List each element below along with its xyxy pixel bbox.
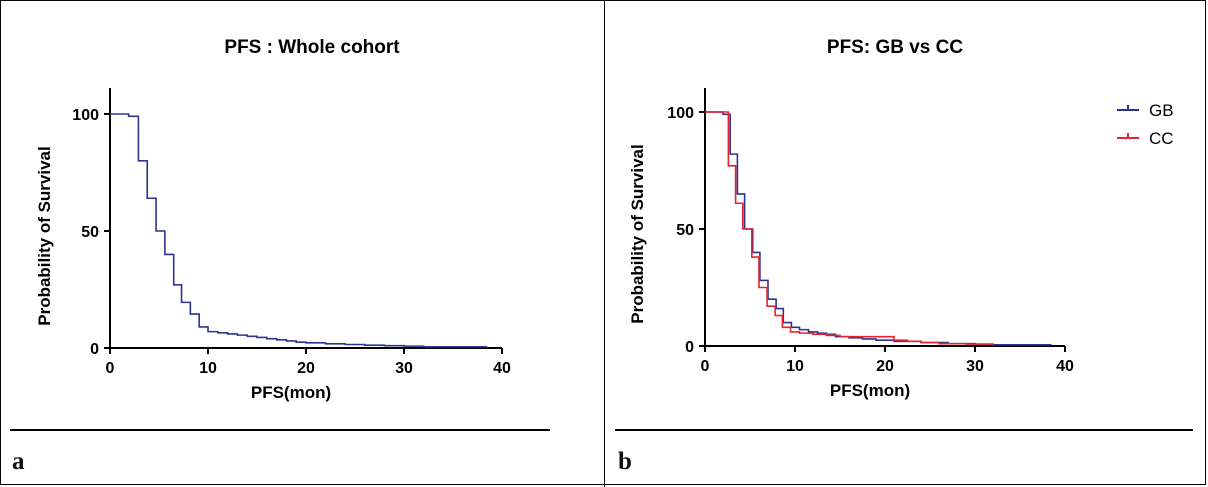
chart-a-series-0-curve <box>110 113 488 348</box>
chart-b-title: PFS: GB vs CC <box>827 37 963 58</box>
chart-b-legend-label-1: CC <box>1149 129 1174 148</box>
chart-b-y-axis-title: Probability of Survival <box>628 144 647 324</box>
chart-gb-vs-cc: PFS: GB vs CC 0 10 20 30 40 0 50 100 PFS(mon) Prob… <box>628 37 1174 400</box>
chart-b-x-tick-label: 10 <box>786 358 804 375</box>
chart-a-y-tick-label: 100 <box>72 107 99 124</box>
chart-a-y-axis-title: Probability of Survival <box>35 146 54 326</box>
chart-b-y-tick-label: 50 <box>676 222 694 239</box>
chart-a-y-tick-label: 50 <box>81 224 99 241</box>
chart-a-x-tick-label: 30 <box>395 360 413 377</box>
chart-a-title: PFS : Whole cohort <box>224 37 400 58</box>
chart-b-x-tick-label: 40 <box>1056 358 1074 375</box>
panel-b-letter: b <box>618 448 632 475</box>
chart-a-x-tick-label: 10 <box>199 360 217 377</box>
chart-b-y-tick-label: 100 <box>667 105 694 122</box>
chart-whole-cohort: PFS : Whole cohort 0 10 20 30 40 0 50 100 PFS(mon… <box>35 37 511 402</box>
chart-a-x-axis-title: PFS(mon) <box>251 383 331 402</box>
panel-a-rule <box>10 429 550 431</box>
chart-b-x-tick-label: 0 <box>701 358 710 375</box>
chart-a-y-tick-label: 0 <box>90 341 99 358</box>
chart-b-x-axis-title: PFS(mon) <box>830 381 910 400</box>
chart-b-y-tick-label: 0 <box>685 339 694 356</box>
chart-b-series-cc-curve <box>705 111 994 345</box>
chart-a-x-tick-label: 0 <box>106 360 115 377</box>
chart-a-x-tick-label: 40 <box>493 360 511 377</box>
chart-b-series-gb-curve <box>705 111 1052 346</box>
chart-a-x-tick-label: 20 <box>297 360 315 377</box>
panel-b-rule <box>615 429 1193 431</box>
chart-b-x-tick-label: 30 <box>966 358 984 375</box>
chart-b-legend-label-0: GB <box>1149 101 1174 120</box>
panel-divider <box>604 0 605 487</box>
chart-b-x-tick-label: 20 <box>876 358 894 375</box>
panel-a-letter: a <box>12 448 25 475</box>
